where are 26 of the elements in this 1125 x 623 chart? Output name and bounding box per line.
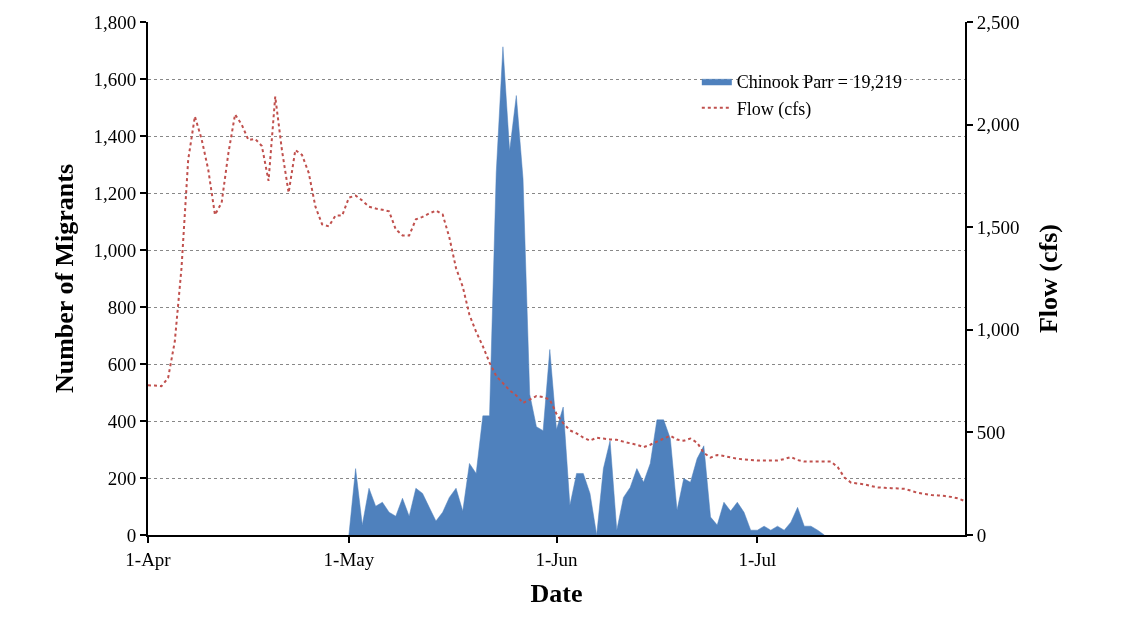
x-tick-label: 1-Jul	[738, 548, 777, 570]
y-tick-label: 1,400	[93, 125, 137, 147]
y2-tick-label: 500	[976, 422, 1006, 444]
legend-label: Flow (cfs)	[736, 98, 812, 120]
x-tick-label: 1-May	[323, 548, 375, 570]
y2-tick-label: 0	[976, 524, 987, 546]
x-axis-title: Date	[530, 579, 583, 608]
x-tick-label: 1-Apr	[125, 548, 172, 570]
y-tick-label: 800	[107, 296, 137, 318]
y2-axis-title: Flow (cfs)	[1033, 223, 1063, 334]
y2-tick-label: 1,000	[976, 319, 1020, 341]
line-series	[148, 95, 965, 503]
y-tick-label: 200	[107, 467, 137, 489]
legend-label: Chinook Parr = 19,219	[736, 72, 902, 93]
y-axis-title: Number of Migrants	[50, 163, 80, 394]
y-tick-label: 400	[107, 410, 137, 432]
x-tick-label: 1-Jun	[535, 548, 579, 570]
y2-tick-label: 2,000	[976, 114, 1020, 136]
y2-tick-label: 1,500	[976, 216, 1020, 238]
y-tick-label: 600	[107, 353, 137, 375]
y-tick-label: 0	[126, 524, 137, 546]
y-tick-label: 1,200	[93, 182, 137, 204]
y-tick-label: 1,600	[93, 68, 137, 90]
y-tick-label: 1,800	[93, 11, 137, 33]
y2-tick-label: 2,500	[976, 11, 1020, 33]
y-tick-label: 1,000	[93, 239, 137, 261]
